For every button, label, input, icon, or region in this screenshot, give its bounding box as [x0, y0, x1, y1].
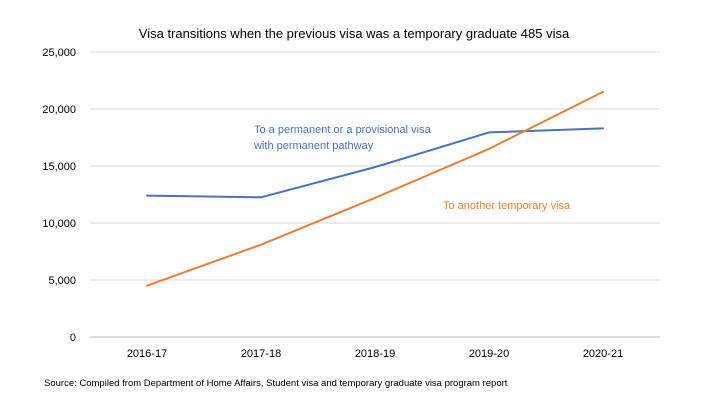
y-tick-label: 25,000: [42, 47, 76, 59]
series-line-permanent: [146, 127, 604, 199]
series-lines: [146, 90, 604, 287]
x-tick-label: 2016-17: [127, 348, 167, 360]
gridlines: [90, 51, 660, 338]
y-tick-label: 0: [70, 332, 76, 344]
source-note: Source: Compiled from Department of Home…: [44, 378, 508, 389]
series-label-permanent-line1: To a permanent or a provisional visa: [254, 124, 432, 136]
x-tick-label: 2018-19: [355, 348, 395, 360]
x-tick-label: 2017-18: [241, 348, 281, 360]
y-tick-label: 10,000: [42, 218, 76, 230]
x-tick-label: 2019-20: [469, 348, 509, 360]
y-axis-ticks: 0 5,000 10,000 15,000 20,000 25,000: [42, 47, 76, 344]
chart-title: Visa transitions when the previous visa …: [139, 26, 570, 41]
series-line-temporary: [146, 90, 604, 287]
x-tick-label: 2020-21: [583, 348, 623, 360]
y-tick-label: 5,000: [48, 275, 76, 287]
y-tick-label: 15,000: [42, 161, 76, 173]
series-label-temporary: To another temporary visa: [443, 200, 571, 212]
series-label-permanent-line2: with permanent pathway: [253, 140, 374, 152]
x-axis-ticks: 2016-17 2017-18 2018-19 2019-20 2020-21: [127, 348, 623, 360]
y-tick-label: 20,000: [42, 104, 76, 116]
